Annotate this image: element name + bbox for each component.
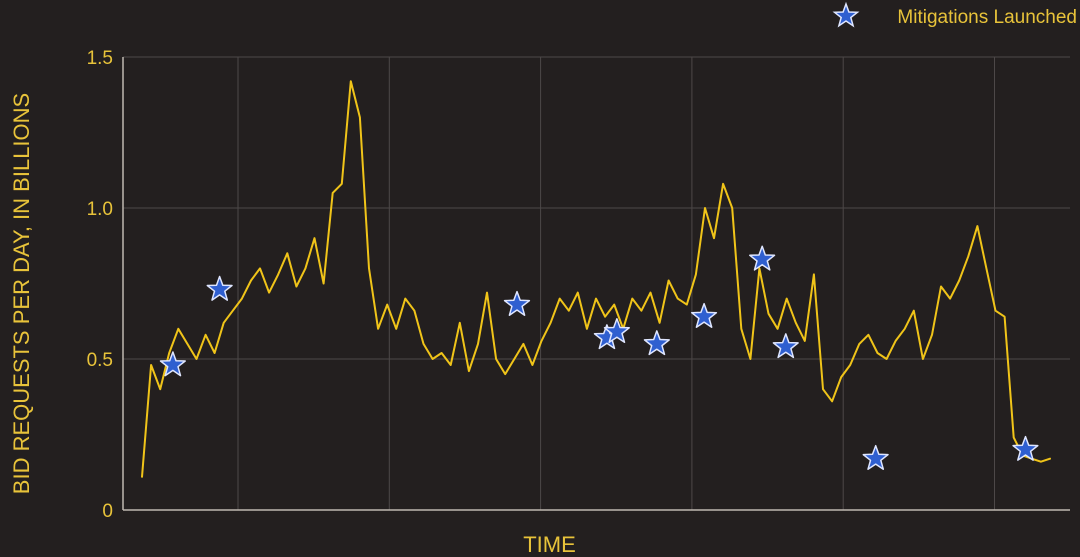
legend: Mitigations Launched: [832, 1, 1077, 28]
y-tick-label: 1.0: [87, 199, 113, 220]
y-tick-labels: 0 0.5 1.0 1.5: [87, 48, 113, 522]
x-axis-title: TIME: [523, 532, 576, 557]
y-tick-label: 1.5: [87, 48, 113, 69]
mitigation-markers: [159, 245, 1039, 470]
series-line-group: [141, 80, 1051, 478]
mitigation-star-marker: [749, 245, 776, 271]
mitigation-star-marker: [159, 351, 186, 377]
mitigation-star-marker: [643, 330, 670, 356]
legend-star-icon: [832, 1, 860, 28]
gridlines: [123, 56, 1070, 510]
y-tick-label: 0: [102, 501, 113, 522]
mitigation-star-marker: [603, 318, 630, 344]
mitigation-star-marker: [862, 444, 889, 470]
mitigation-star-marker: [690, 302, 718, 328]
axes: [122, 57, 1070, 511]
legend-label: Mitigations Launched: [897, 7, 1077, 28]
mitigation-star-marker: [1012, 435, 1039, 461]
mitigation-star-marker: [503, 290, 531, 316]
mitigation-star-marker: [206, 275, 233, 301]
y-axis-title: BID REQUESTS PER DAY, IN BILLIONS: [9, 93, 34, 494]
mitigation-star-marker: [772, 333, 799, 359]
y-tick-label: 0.5: [87, 350, 113, 371]
series-line: [141, 80, 1051, 478]
